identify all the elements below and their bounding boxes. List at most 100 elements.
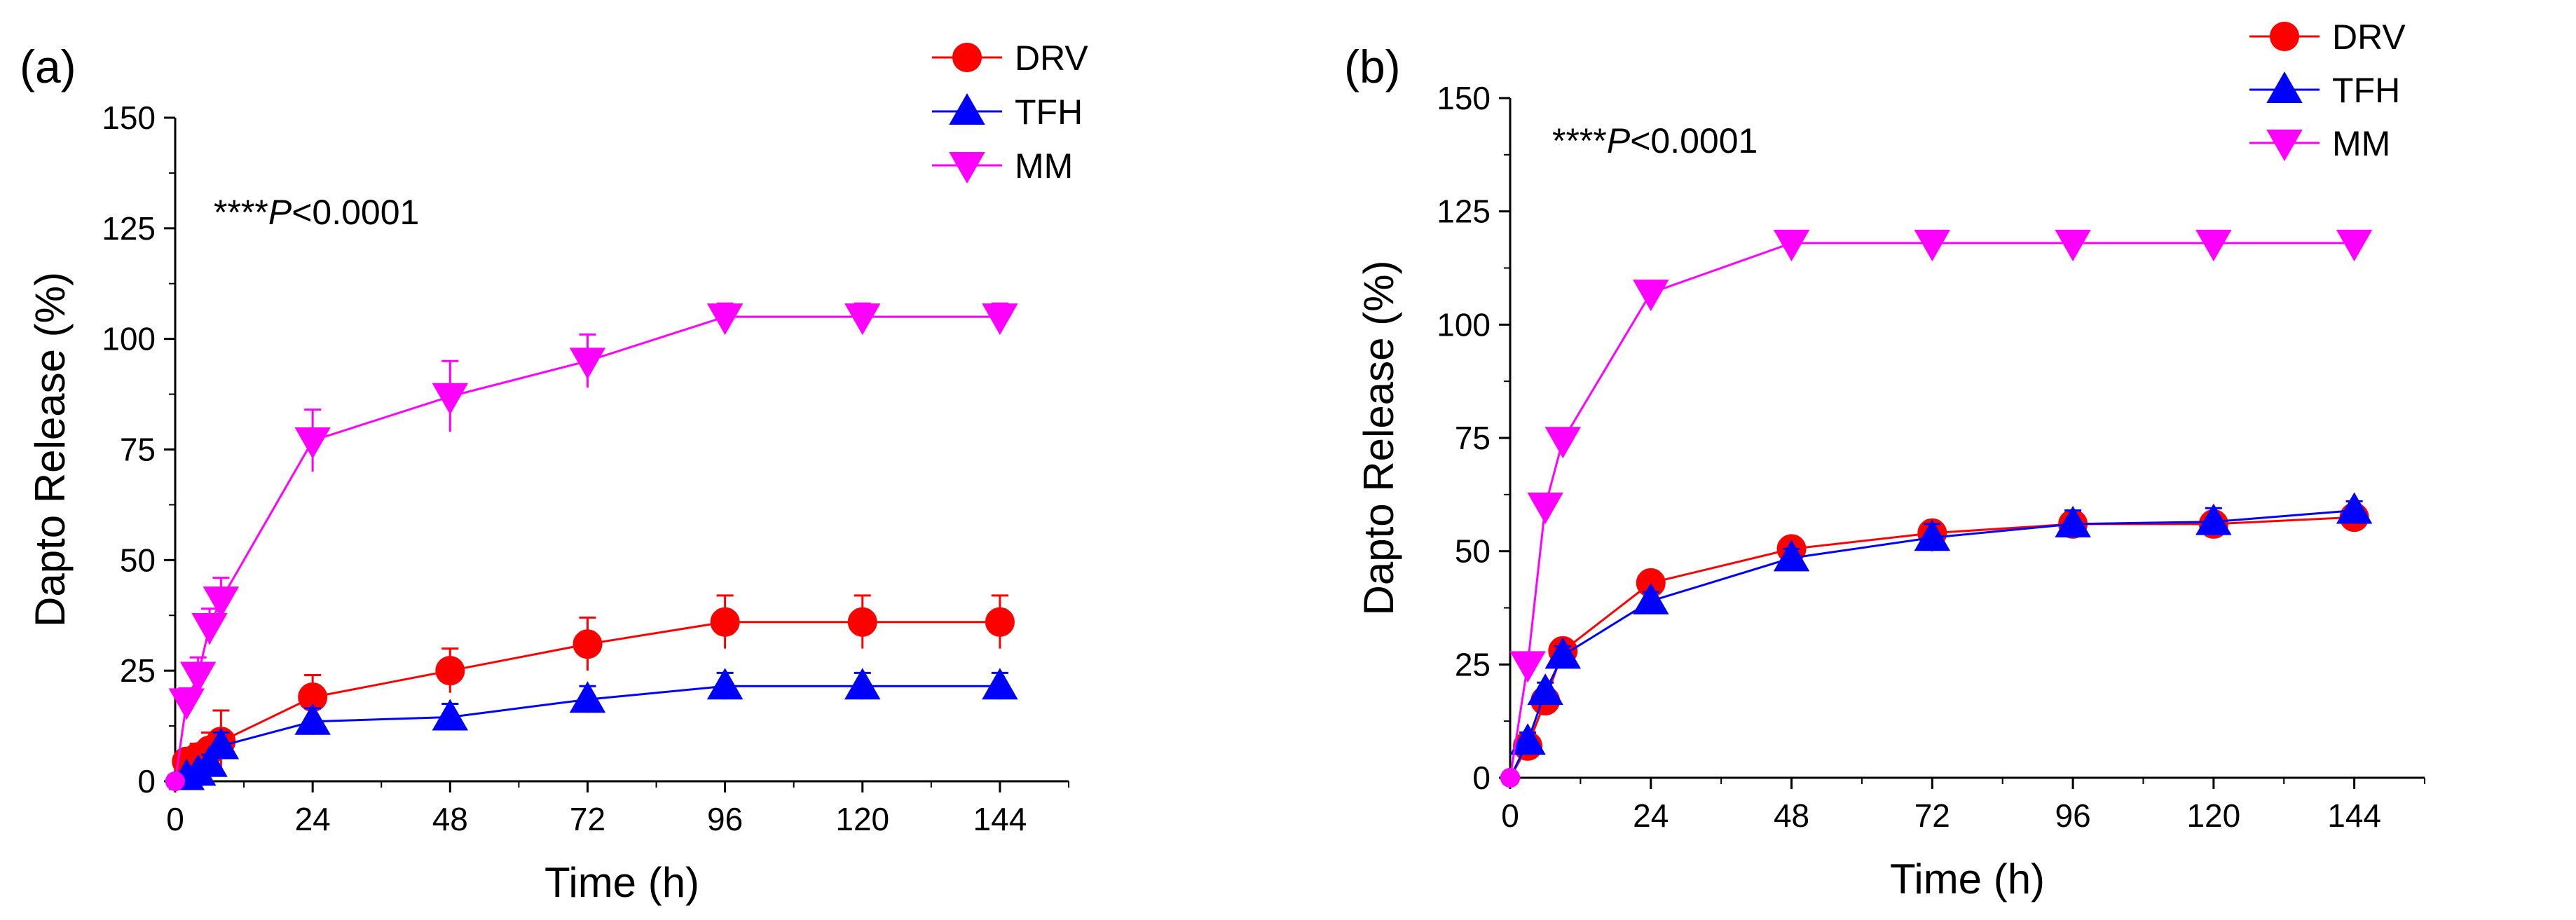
- legend-label: MM: [2332, 124, 2390, 163]
- data-point: [1914, 519, 1951, 551]
- legend-label: TFH: [1015, 92, 1083, 132]
- data-point: [1544, 427, 1582, 459]
- annotation-stars: ****: [1552, 121, 1607, 160]
- x-tick-label: 144: [973, 801, 1027, 837]
- y-tick-label: 0: [1472, 760, 1491, 796]
- x-tick-label: 120: [835, 801, 889, 837]
- x-tick-label: 96: [2055, 797, 2090, 834]
- series-mm: [165, 302, 1018, 791]
- data-point: [985, 607, 1015, 637]
- x-axis-title: Time (h): [544, 859, 699, 906]
- x-tick-label: 24: [295, 801, 331, 837]
- x-tick-label: 0: [1501, 797, 1519, 834]
- legend-marker: [949, 92, 985, 125]
- data-point: [569, 348, 606, 380]
- data-point: [1544, 637, 1582, 669]
- data-point: [203, 586, 240, 619]
- y-tick-label: 50: [120, 542, 156, 578]
- annotation-value: <0.0001: [292, 193, 419, 232]
- data-point: [710, 607, 740, 637]
- data-point: [706, 668, 744, 700]
- legend-marker: [952, 43, 982, 72]
- data-point: [982, 668, 1018, 700]
- panel-label: (a): [20, 41, 76, 92]
- data-point: [2055, 505, 2091, 537]
- y-tick-label: 150: [1437, 80, 1491, 116]
- data-point: [179, 661, 217, 694]
- significance-annotation: ****P<0.0001: [214, 193, 419, 232]
- data-point: [982, 303, 1018, 336]
- significance-annotation: ****P<0.0001: [1552, 121, 1758, 160]
- data-point: [1500, 768, 1520, 788]
- series-tfh: [165, 668, 1018, 791]
- y-tick-label: 25: [120, 652, 156, 689]
- data-point: [432, 383, 469, 415]
- y-tick-label: 125: [1437, 193, 1491, 230]
- data-point: [1633, 280, 1669, 312]
- legend-item-tfh: TFH: [932, 92, 1083, 132]
- data-point: [2336, 492, 2373, 524]
- x-tick-label: 120: [2186, 797, 2240, 834]
- data-point: [2195, 229, 2232, 261]
- legend-label: DRV: [2332, 18, 2406, 57]
- data-point: [844, 303, 881, 336]
- y-axis-title: Dapto Release (%): [1355, 261, 1402, 616]
- y-tick-label: 75: [120, 432, 156, 468]
- data-point: [1914, 229, 1951, 261]
- legend-item-drv: DRV: [932, 39, 1088, 78]
- legend-marker: [2270, 22, 2299, 51]
- data-point: [1773, 540, 1810, 572]
- data-point: [294, 703, 331, 735]
- y-tick-label: 100: [1437, 306, 1491, 343]
- data-point: [2055, 229, 2091, 261]
- data-point: [1509, 723, 1546, 755]
- y-tick-label: 0: [137, 763, 156, 799]
- legend-label: TFH: [2332, 71, 2400, 110]
- data-point: [191, 613, 228, 645]
- x-tick-label: 48: [1774, 797, 1809, 834]
- legend-item-drv: DRV: [2249, 18, 2406, 57]
- y-tick-label: 25: [1455, 646, 1491, 682]
- y-tick-label: 100: [102, 321, 156, 357]
- annotation-stars: ****: [214, 193, 268, 232]
- x-tick-label: 96: [707, 801, 743, 837]
- y-tick-label: 150: [102, 99, 156, 136]
- data-point: [1527, 493, 1563, 525]
- data-point: [847, 607, 877, 637]
- data-point: [2195, 503, 2232, 535]
- series-line: [1509, 516, 2355, 778]
- legend-item-mm: MM: [932, 146, 1073, 186]
- legend-marker: [2266, 130, 2303, 162]
- annotation-p: P: [1607, 121, 1631, 160]
- legend-item-mm: MM: [2249, 124, 2390, 163]
- x-tick-label: 24: [1633, 797, 1669, 834]
- data-point: [168, 688, 205, 720]
- series-tfh: [1500, 492, 2373, 788]
- panel-b: 0 25 50 75 100 125 150 0 24 48 72 96 120 144 Time (h) D…: [1344, 18, 2425, 902]
- series-line: [1509, 242, 2355, 778]
- legend-item-tfh: TFH: [2249, 71, 2400, 110]
- x-tick-label: 72: [1914, 797, 1950, 834]
- legend-marker: [949, 152, 985, 184]
- series-mm: [1500, 229, 2373, 788]
- legend-label: DRV: [1015, 39, 1088, 78]
- data-point: [203, 727, 240, 760]
- data-point: [1509, 651, 1546, 683]
- panel-a: 0 25 50 75 100 125 150 0 24 48 72 96 120 144 Time (h) D…: [20, 39, 1088, 906]
- y-tick-label: 75: [1455, 420, 1491, 456]
- x-axis-title: Time (h): [1890, 856, 2045, 902]
- data-point: [2336, 229, 2373, 261]
- series-line: [1509, 509, 2355, 778]
- data-point: [706, 303, 744, 336]
- y-tick-label: 50: [1455, 533, 1491, 570]
- annotation-value: <0.0001: [1630, 121, 1758, 160]
- data-point: [432, 699, 469, 731]
- data-point: [844, 668, 881, 700]
- y-tick-label: 125: [102, 210, 156, 247]
- x-tick-label: 48: [432, 801, 468, 837]
- panel-label: (b): [1344, 41, 1401, 92]
- y-axis-title: Dapto Release (%): [27, 272, 74, 627]
- legend-marker: [2266, 71, 2303, 103]
- data-point: [435, 656, 465, 686]
